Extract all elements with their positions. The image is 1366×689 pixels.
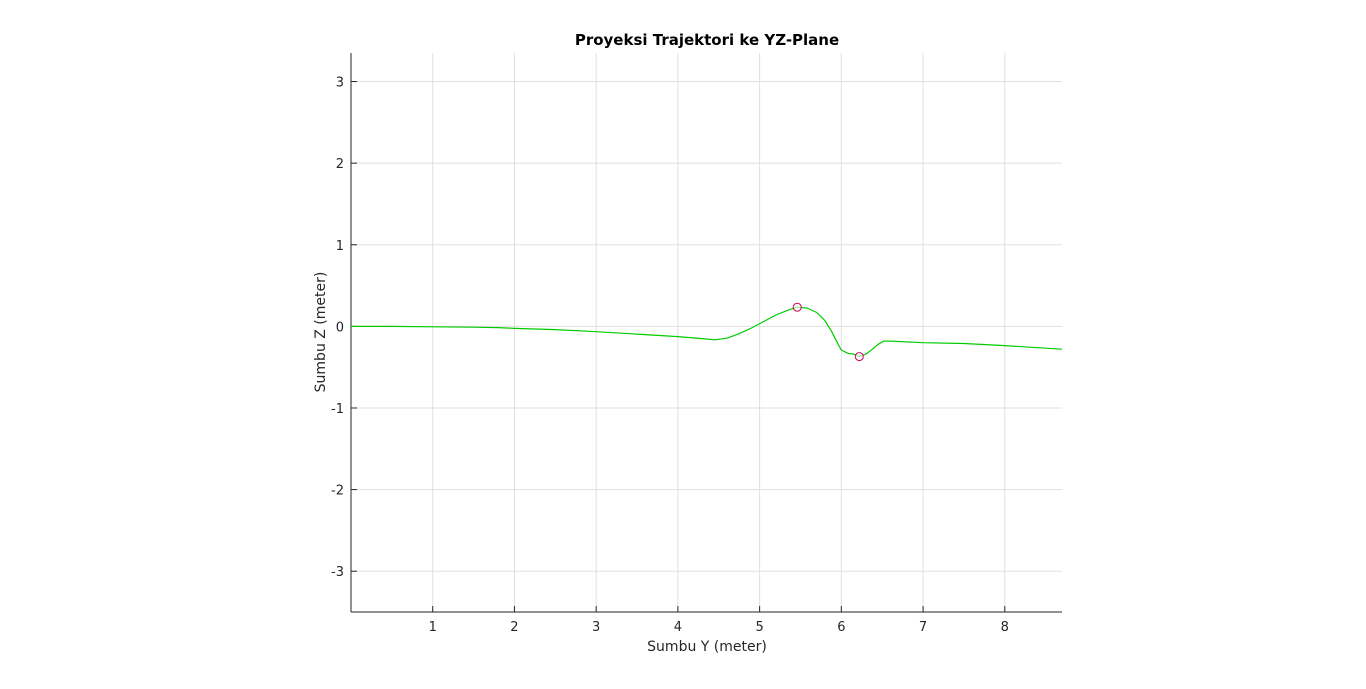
x-axis-label: Sumbu Y (meter)	[647, 639, 767, 655]
y-tick-label: -2	[331, 484, 344, 499]
x-tick-label: 8	[1001, 620, 1009, 635]
x-tick-label: 1	[429, 620, 437, 635]
x-tick-label: 3	[592, 620, 600, 635]
grid-lines	[351, 53, 1062, 612]
y-tick-label: 0	[336, 320, 344, 335]
series-group	[351, 306, 1063, 358]
y-tick-label: 2	[336, 157, 344, 172]
chart-title: Proyeksi Trajektori ke YZ-Plane	[575, 31, 839, 49]
axes	[350, 53, 1062, 613]
y-tick-label: -1	[331, 402, 344, 417]
y-tick-label: 1	[336, 239, 344, 254]
y-axis-label: Sumbu Z (meter)	[313, 272, 329, 393]
markers-group	[792, 302, 864, 362]
x-tick-label: 6	[837, 620, 845, 635]
x-tick-label: 4	[674, 620, 682, 635]
point-marker	[792, 302, 802, 312]
trajectory-line	[351, 306, 1063, 358]
x-tick-label: 7	[919, 620, 927, 635]
y-axis-ticks: -3 -2 -1 0 1 2 3	[331, 76, 357, 580]
x-tick-label: 2	[510, 620, 518, 635]
y-tick-label: 3	[336, 76, 344, 91]
x-tick-label: 5	[755, 620, 763, 635]
point-marker	[854, 352, 864, 362]
x-axis-ticks: 1 2 3 4 5 6 7 8	[429, 606, 1009, 635]
y-tick-label: -3	[331, 565, 344, 580]
